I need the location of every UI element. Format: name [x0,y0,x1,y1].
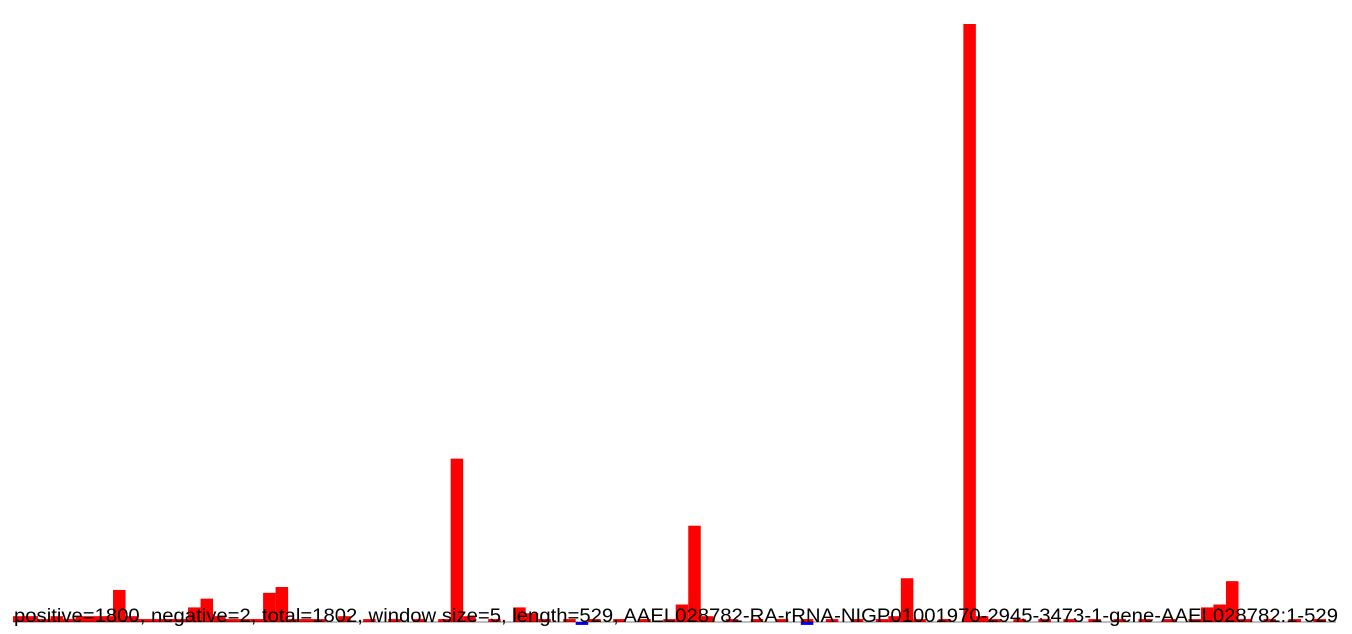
positive-bar-286 [725,619,739,622]
positive-bar-346 [875,619,889,622]
positive-bar-56 [150,619,164,622]
positive-bar-261 [663,619,676,622]
positive-bar-96 [250,619,264,622]
positive-bar-221 [563,619,576,622]
positive-bar-306 [775,619,789,622]
positive-bar-336 [850,619,864,622]
positive-bar-111 [288,619,301,622]
positive-bar-66 [175,619,189,622]
positive-bar-266 [675,604,689,622]
positive-bar-271 [688,525,701,622]
positive-bar-211 [538,619,551,622]
positive-bar-26 [75,616,89,622]
positive-bar-481 [1213,604,1226,622]
positive-bar-511 [1288,619,1301,622]
positive-bar-61 [163,619,176,622]
chart-caption: positive=1800, negative=2, total=1802, w… [14,606,1338,627]
positive-bar-351 [888,616,901,622]
positive-bar-431 [1088,619,1101,622]
positive-bar-101 [263,592,276,622]
positive-bar-521 [1313,619,1326,622]
positive-bar-276 [700,616,714,622]
positive-bar-411 [1038,619,1051,622]
positive-bar-76 [200,598,214,622]
positive-bar-51 [138,619,151,622]
positive-bar-181 [463,616,476,622]
positive-bar-141 [363,619,376,622]
positive-bar-16 [50,616,64,622]
positive-bar-46 [125,616,139,622]
positive-bar-391 [988,619,1001,622]
positive-bar-6 [25,616,38,622]
positive-bar-36 [100,616,114,622]
positive-bar-381 [963,24,976,622]
positive-bar-131 [338,616,351,622]
negative-bar-316 [800,622,814,625]
positive-bar-161 [413,619,426,622]
positive-bar-296 [750,619,764,622]
positive-bar-191 [488,619,501,622]
positive-bar-421 [1063,619,1076,622]
positive-bar-81 [213,616,226,622]
positive-bar-386 [975,616,989,622]
positive-bar-241 [613,619,626,622]
positive-bar-31 [88,616,101,622]
positive-bar-171 [438,619,451,622]
positive-bar-106 [275,587,289,622]
positive-bar-206 [525,613,539,622]
positive-bar-176 [450,458,464,622]
positive-bar-356 [900,578,914,622]
positive-bar-1 [13,616,26,622]
negative-bar-226 [575,622,589,625]
positive-bar-491 [1238,619,1251,622]
positive-bar-316 [800,619,814,622]
positive-bar-326 [825,619,839,622]
positive-bar-151 [388,619,401,622]
positive-bar-116 [300,619,314,622]
positive-bar-486 [1225,581,1239,622]
positive-bar-401 [1013,619,1026,622]
positive-bar-11 [38,619,51,622]
positive-bar-71 [188,607,201,622]
positive-bar-41 [113,589,126,622]
positive-bar-441 [1113,619,1126,622]
positive-bar-231 [588,619,601,622]
positive-bar-86 [225,619,239,622]
positive-bar-121 [313,619,326,622]
positive-bar-91 [238,619,251,622]
positive-bar-251 [638,619,651,622]
positive-bar-371 [938,619,951,622]
positive-bar-451 [1138,619,1151,622]
bars-group [13,24,1326,625]
positive-bar-461 [1163,619,1176,622]
positive-bar-201 [513,607,526,622]
positive-bar-361 [913,619,926,622]
positive-bar-471 [1188,619,1201,622]
positive-bar-476 [1200,607,1214,622]
positive-bar-501 [1263,619,1276,622]
positive-bar-21 [63,619,76,622]
